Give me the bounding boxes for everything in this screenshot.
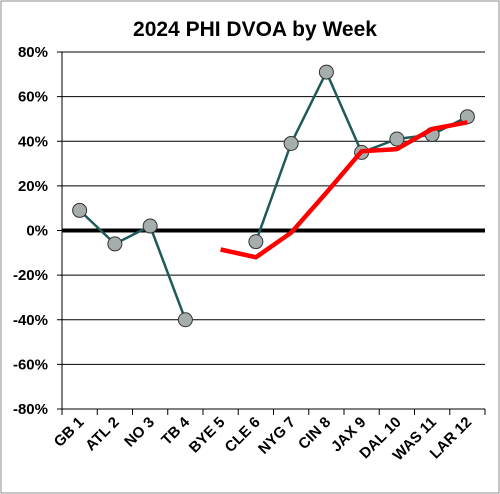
y-tick-label: 40%: [18, 133, 48, 150]
chart-title: 2024 PHI DVOA by Week: [133, 18, 377, 41]
series-2-line: [220, 120, 468, 260]
y-tick-label: 80%: [18, 44, 48, 61]
y-tick-label: -40%: [13, 312, 48, 329]
series-1-point: [248, 234, 264, 250]
y-tick-label: -80%: [13, 401, 48, 418]
y-tick-label: -60%: [13, 356, 48, 373]
series-1-line: [78, 209, 187, 321]
gridlines: [62, 51, 485, 365]
y-tick-label: 0%: [26, 223, 48, 240]
series-1-point: [389, 131, 405, 147]
series-1-point: [142, 218, 158, 234]
series-1-point: [283, 135, 299, 151]
series-group: [72, 64, 475, 328]
series-1-point: [72, 202, 88, 218]
y-tick-label: -20%: [13, 267, 48, 284]
series-1-point: [177, 312, 193, 328]
series-1-point: [107, 236, 123, 252]
y-tick-label: 20%: [18, 178, 48, 195]
y-tick-label: 60%: [18, 89, 48, 106]
series-1-point: [318, 64, 334, 80]
y-axis-ticks: 80% 60% 40% 20% 0% -20% -40% -60% -80%: [13, 44, 62, 418]
